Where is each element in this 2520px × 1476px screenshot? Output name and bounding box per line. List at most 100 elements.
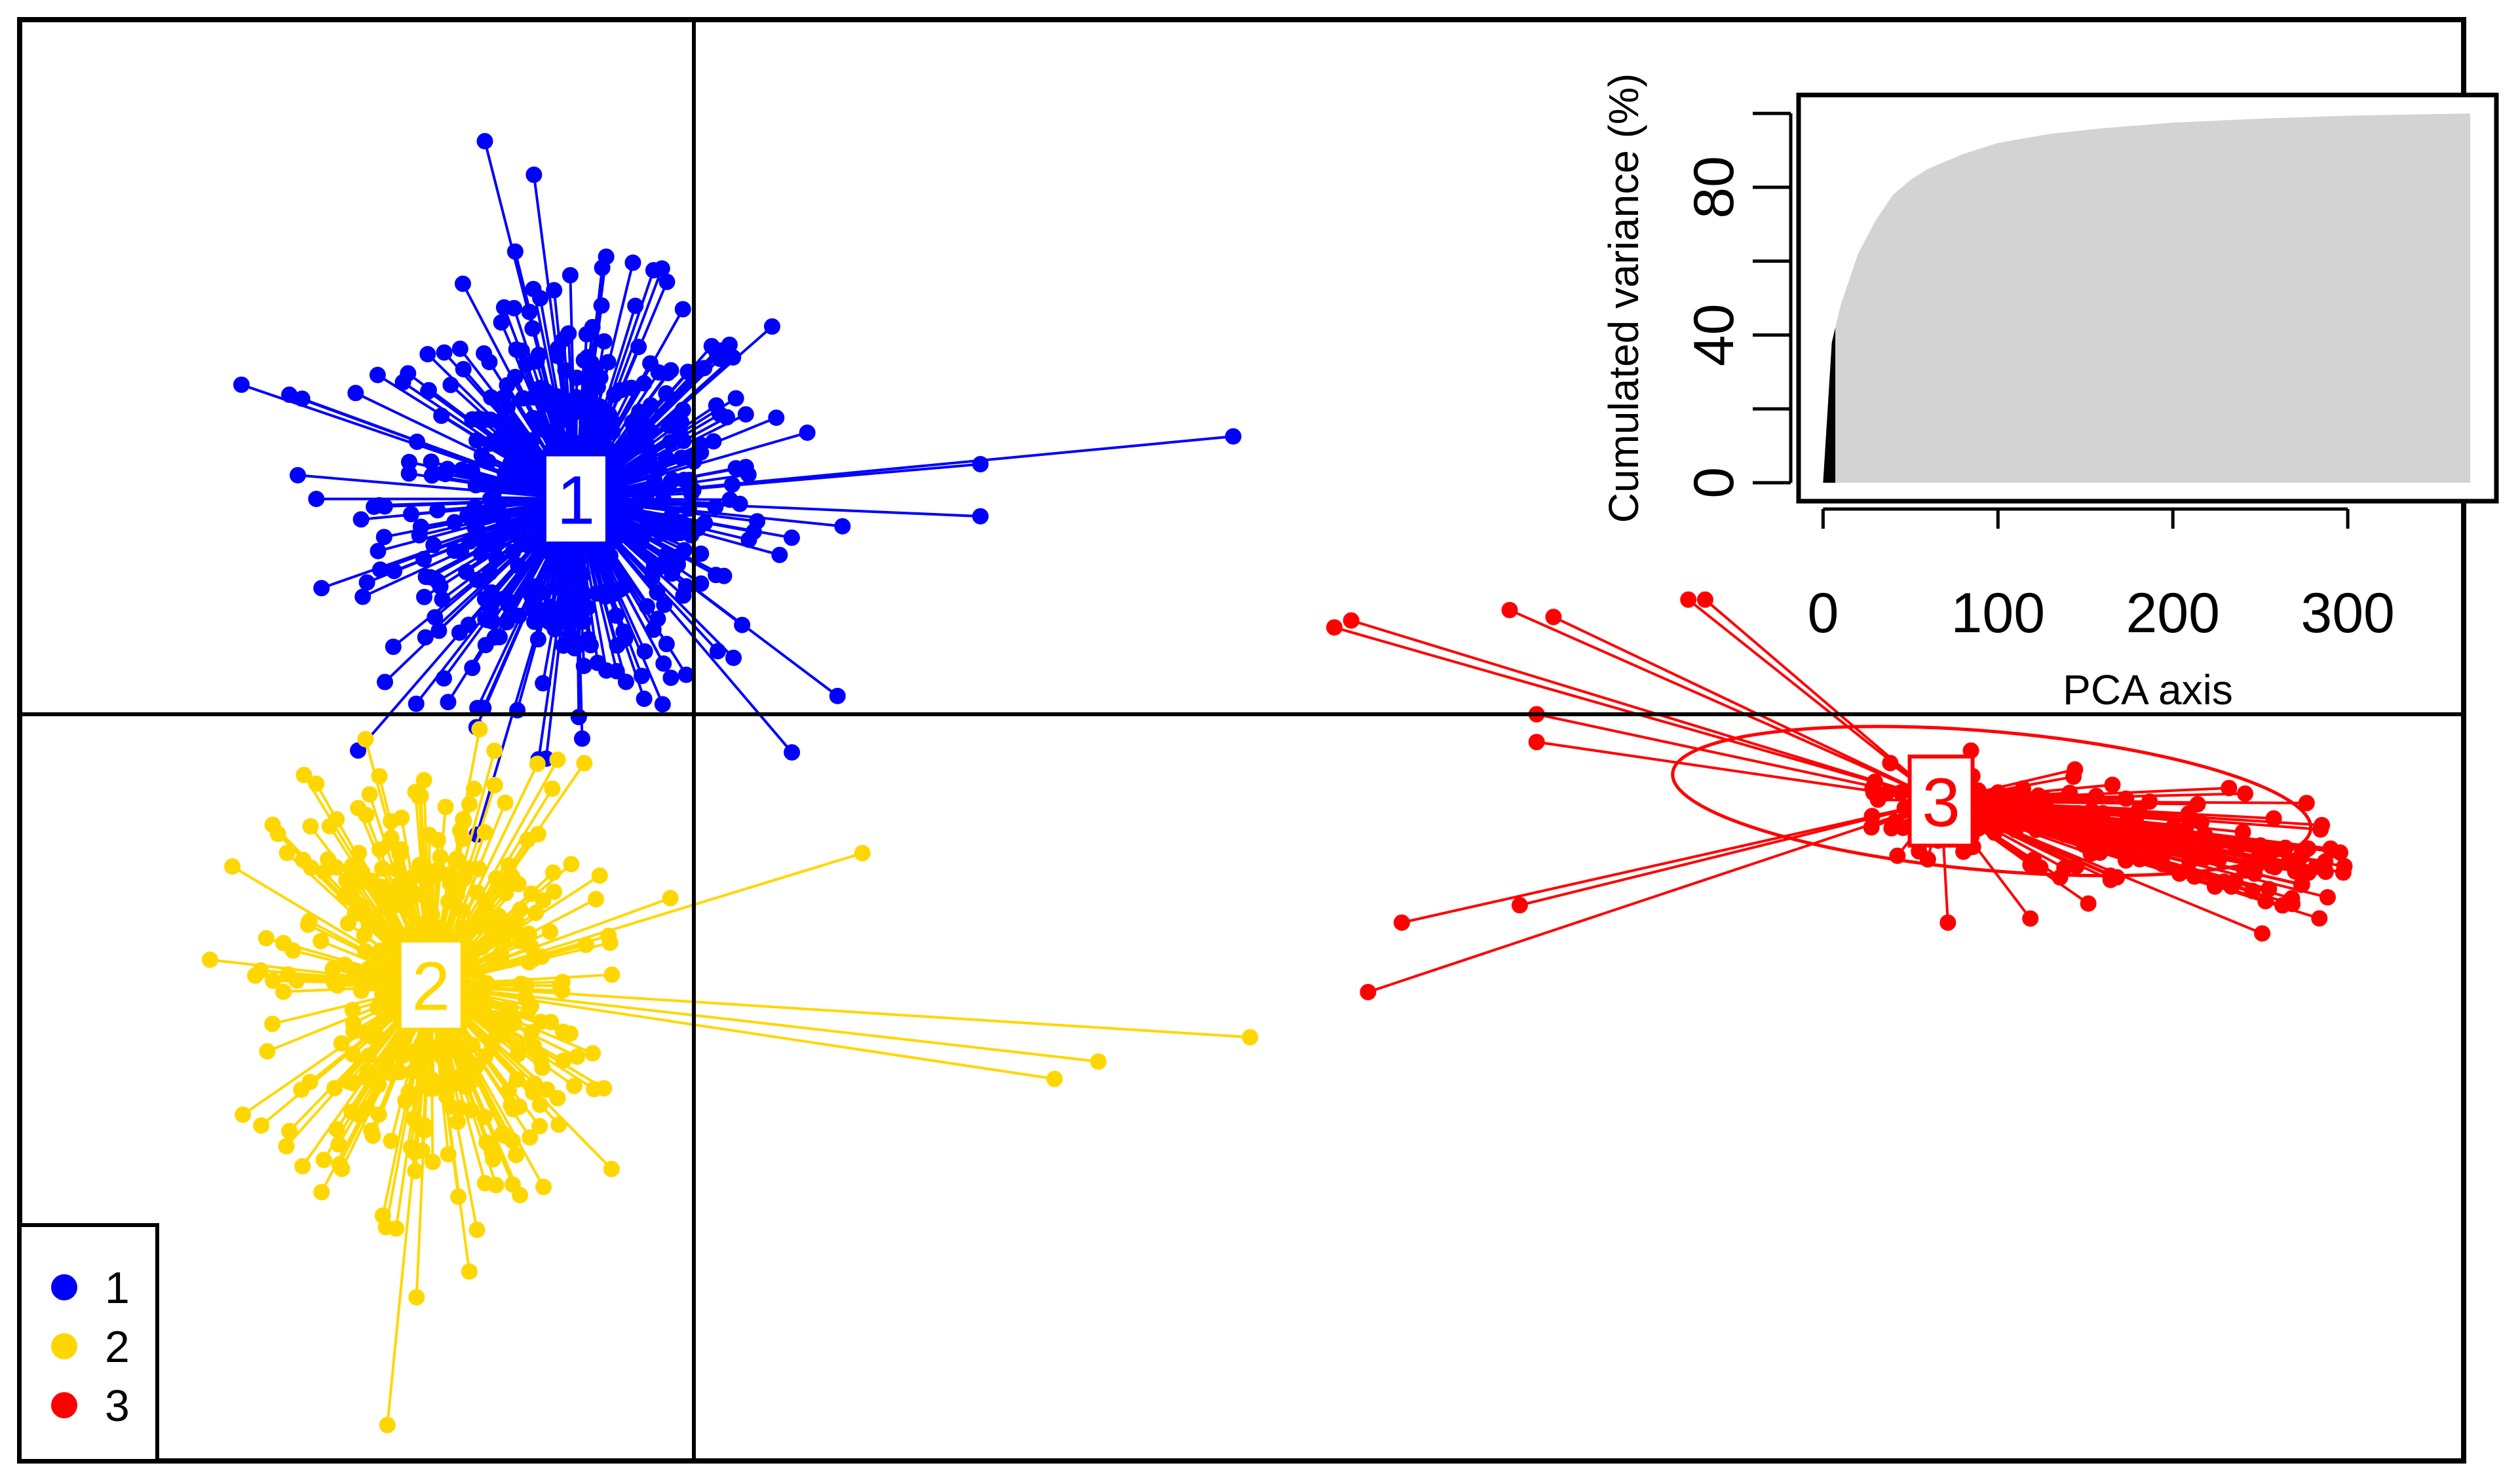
group-2-point [584,1045,601,1062]
group-3-point [1696,591,1713,608]
group-1-point [386,563,403,580]
group-2-point [504,868,521,885]
group-3-centroid-label: 3 [1922,765,1960,841]
group-3-point [2319,889,2336,906]
group-3-spoke [1536,740,1941,803]
group-2-point [235,1106,252,1123]
group-2-point [1046,1070,1063,1088]
group-2-point [544,780,561,797]
group-2-point [492,945,509,962]
group-1-point [568,369,585,387]
group-1-point [636,691,653,708]
group-2-point [301,1074,318,1091]
group-1-point [705,433,722,450]
group-2-point [224,858,241,875]
group-2-point [313,933,330,950]
inset-x-tick-label: 300 [2300,582,2395,645]
inset-x-tick-label: 0 [1807,582,1839,645]
group-2-point [407,1163,424,1180]
group-3-spoke [1940,799,2283,907]
group-1-point [709,643,726,660]
group-2-point [471,721,488,738]
group-3-spoke [1704,598,1942,803]
group-3-point [1393,914,1410,931]
group-2-point [258,930,275,947]
group-2-point [498,1000,515,1017]
group-2-point [508,913,525,930]
group-2-point [288,972,305,989]
group-2-point [854,844,871,861]
group-1-point [570,708,587,725]
group-1-point [434,591,451,608]
group-2-point [662,890,679,907]
group-2-spoke [430,852,863,987]
group-2-point [522,1129,539,1146]
main-scatter-panel: 1 2 3 [17,17,2466,1464]
group-1-point [763,318,780,335]
group-2-point [465,1072,482,1089]
group-2-point [264,816,281,833]
group-3-point [1501,601,1518,618]
group-2-point [601,934,619,951]
group-2-point [533,1013,550,1031]
group-1-point [771,546,788,563]
group-1-point [653,260,670,277]
group-2-point [523,997,540,1014]
ellipse-layer [1671,725,2313,878]
legend-marker-2 [51,1333,77,1359]
group-3-point [1343,612,1360,629]
group-3-point [1360,983,1377,1000]
group-1-point [500,474,517,491]
group-2-point [345,1074,362,1091]
group-1-point [370,542,387,559]
group-2-point [278,1138,295,1155]
group-3-spoke [1509,609,1942,803]
group-1-point [608,663,625,680]
group-2-point [379,1416,396,1433]
group-2-point [252,962,269,979]
group-3-point [2314,816,2331,833]
group-2-point [358,806,375,823]
group-3-point [1528,734,1545,751]
group-1-point [658,385,675,402]
group-1-spoke [288,393,577,501]
group-1-point [1225,428,1242,445]
group-3-spoke [1536,713,1941,803]
group-1-point [829,687,846,704]
group-2-point [550,1116,567,1133]
group-1-point [661,417,678,434]
group-2-point [476,1175,493,1192]
group-1-point [525,166,543,183]
group-2-point [374,1207,391,1224]
group-1-point [308,491,325,508]
group-1-centroid-label: 1 [557,463,595,539]
group-2-point [315,1152,332,1169]
group-2-point [504,1176,521,1193]
group-3-point [2080,895,2097,912]
group-2-point [526,1075,543,1092]
group-2-point [549,1089,566,1107]
group-1-point [606,533,623,550]
group-3-point [1680,591,1697,608]
group-2-point [465,780,482,797]
group-2-point [549,751,566,768]
points-layer [201,133,2353,1433]
group-2-point [253,1117,270,1134]
discarded-axes-area [1835,113,2470,483]
group-3-spoke [1367,799,1942,994]
group-2-point [586,1080,603,1097]
group-1-point [467,477,484,494]
group-1-centroid-box [542,452,609,546]
group-2-point [357,730,374,747]
group-1-point [972,456,989,473]
group-1-point [674,301,691,318]
group-2-point [412,923,429,940]
group-3-spoke [1519,799,1942,907]
group-2-point [407,784,424,801]
group-2-spoke [430,983,1099,1063]
group-2-point [531,1118,548,1135]
inset-y-tick-label: 0 [1683,467,1746,499]
group-2-point [275,983,292,1000]
group-1-point [557,595,574,612]
